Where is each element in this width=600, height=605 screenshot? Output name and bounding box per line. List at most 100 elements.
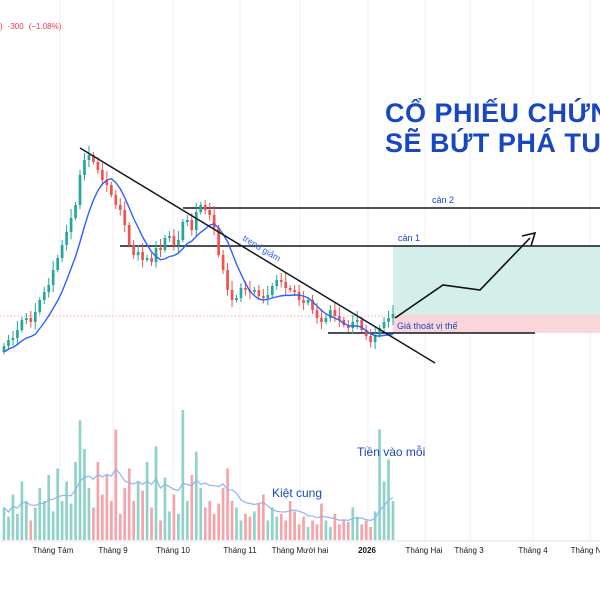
volume-bar: [87, 488, 91, 540]
volume-bar: [96, 462, 100, 540]
candle: [25, 318, 28, 320]
trendline: [79, 147, 436, 364]
volume-bar: [42, 501, 46, 540]
volume-bar: [212, 514, 216, 540]
candle: [293, 290, 296, 292]
volume-bar: [92, 507, 95, 540]
candle: [132, 245, 136, 255]
volume-bar: [20, 481, 24, 540]
candle: [177, 240, 180, 245]
volume-bar: [297, 524, 301, 540]
volume-bar: [177, 514, 180, 540]
volume-bar: [324, 520, 328, 540]
volume-bar: [253, 511, 256, 540]
candle: [369, 336, 372, 342]
volume-bar: [391, 501, 395, 540]
resistance-1-label: cản 1: [398, 233, 420, 243]
candle: [373, 335, 377, 342]
volume-bar: [275, 516, 279, 540]
volume-bar: [369, 527, 372, 540]
volume-bar: [248, 516, 252, 540]
volume-bar: [181, 410, 185, 540]
volume-bar: [351, 507, 355, 540]
volume-bar: [154, 446, 158, 540]
candle: [244, 288, 247, 290]
volume-bar: [293, 511, 296, 540]
volume-bar: [382, 481, 386, 540]
volume-bar: [235, 507, 238, 540]
candle: [16, 330, 19, 338]
volume-bar: [266, 520, 270, 540]
volume-bar: [2, 507, 6, 540]
candle: [172, 236, 176, 245]
volume-bar: [123, 488, 127, 540]
volume-bar: [373, 511, 377, 540]
volume-ma-line: [3, 467, 394, 521]
trend-label: trend giảm: [241, 233, 283, 263]
candle: [2, 346, 6, 352]
change-pct: (−1.08%): [28, 22, 62, 31]
volume-bar: [159, 520, 162, 540]
candle: [118, 205, 122, 210]
candle: [159, 248, 162, 250]
volume-bar: [127, 468, 131, 540]
volume-bar: [333, 514, 337, 540]
volume-bar: [338, 524, 341, 540]
volume-bar: [185, 501, 189, 540]
headline-line-1: CỔ PHIẾU CHỨNG: [385, 98, 600, 128]
candle: [324, 318, 328, 322]
candle: [60, 245, 64, 258]
volume-bar: [355, 516, 359, 540]
change-abs: -300: [7, 22, 24, 31]
candle: [320, 318, 323, 322]
candle: [185, 220, 189, 222]
candle: [257, 290, 261, 296]
volume-bar: [230, 501, 234, 540]
candle: [194, 212, 198, 230]
x-tick-label: 2026: [358, 546, 376, 555]
candle: [83, 160, 86, 175]
volume-bar: [38, 488, 42, 540]
volume-bar: [329, 527, 332, 540]
volume-bar: [56, 468, 59, 540]
candle: [168, 236, 171, 238]
stop-label: Giá thoát vị thế: [397, 321, 458, 331]
volume-bar: [378, 429, 381, 540]
volume-bar: [114, 429, 118, 540]
x-tick-label: Tháng Hai: [406, 546, 443, 555]
volume-bar: [74, 462, 77, 540]
candle: [315, 310, 319, 318]
candle: [270, 286, 274, 295]
volume-bar: [136, 481, 140, 540]
resistance-2-label: cản 2: [432, 195, 454, 205]
candle: [87, 155, 91, 160]
candle: [235, 298, 238, 300]
volume-bar: [51, 511, 55, 540]
candle: [288, 288, 292, 290]
x-tick-label: Tháng Mười hai: [272, 546, 329, 555]
volume-bar: [279, 514, 283, 540]
candle: [355, 320, 359, 322]
volume-bar: [221, 488, 225, 540]
candle: [333, 310, 337, 316]
candle: [29, 318, 33, 322]
candle: [101, 170, 104, 180]
candle: [284, 282, 288, 288]
volume-bar: [78, 420, 82, 540]
candle: [20, 320, 24, 330]
volume-bar: [132, 501, 136, 540]
candle: [230, 290, 234, 300]
candle: [261, 296, 265, 298]
projected-path: [394, 237, 531, 319]
target-zone: [393, 246, 600, 315]
volume-bar: [311, 520, 314, 540]
volume-bar: [194, 451, 198, 540]
volume-bar: [239, 520, 243, 540]
candle: [69, 218, 73, 232]
candle: [114, 195, 118, 205]
candle: [92, 155, 95, 162]
volume-bar: [364, 520, 368, 540]
stop-zone: [393, 315, 600, 333]
volume-bar: [105, 475, 109, 540]
